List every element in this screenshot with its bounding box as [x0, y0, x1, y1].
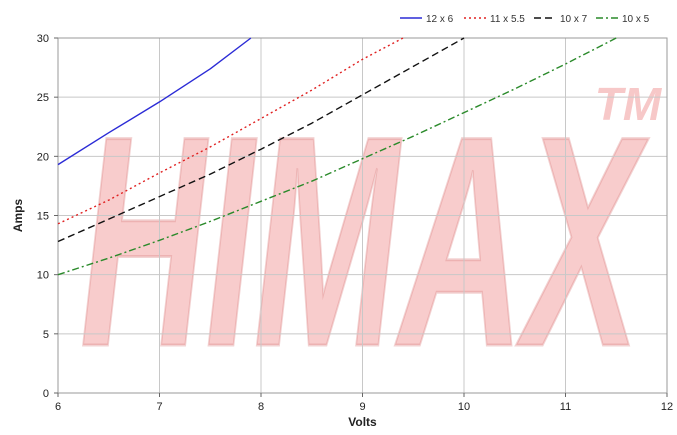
x-tick-label: 12 [661, 401, 673, 413]
series-line-3 [57, 37, 465, 243]
watermark-trademark: TM [595, 78, 663, 130]
x-tick-label: 10 [458, 401, 470, 413]
y-tick-label: 0 [43, 388, 49, 400]
y-tick-label: 20 [37, 151, 49, 163]
legend-label-2: 11 x 5.5 [490, 14, 525, 25]
series-lines [57, 37, 617, 276]
y-tick-label: 10 [37, 270, 49, 282]
y-axis-title: Amps [11, 199, 25, 233]
legend: 12 x 6 11 x 5.5 10 x 7 10 x 5 [400, 14, 650, 25]
y-tick-label: 5 [43, 329, 49, 341]
legend-label-1: 12 x 6 [426, 14, 454, 25]
x-tick-label: 11 [560, 401, 571, 413]
series-line-1 [57, 37, 252, 166]
legend-label-3: 10 x 7 [560, 14, 588, 25]
y-tick-label: 25 [37, 92, 49, 104]
x-tick-label: 6 [55, 401, 61, 413]
y-tick-label: 30 [37, 33, 49, 45]
y-axis-ticks: 0 5 10 15 20 25 30 [37, 33, 58, 400]
x-tick-label: 9 [359, 401, 365, 413]
x-axis-ticks: 6 7 8 9 10 11 12 [55, 393, 673, 413]
watermark-logo-text: HIMAX [80, 73, 649, 409]
series-line-2 [57, 37, 404, 225]
x-tick-label: 7 [156, 401, 162, 413]
x-axis-title: Volts [348, 415, 377, 429]
legend-label-4: 10 x 5 [622, 14, 650, 25]
x-tick-label: 8 [258, 401, 264, 413]
y-tick-label: 15 [37, 211, 49, 223]
